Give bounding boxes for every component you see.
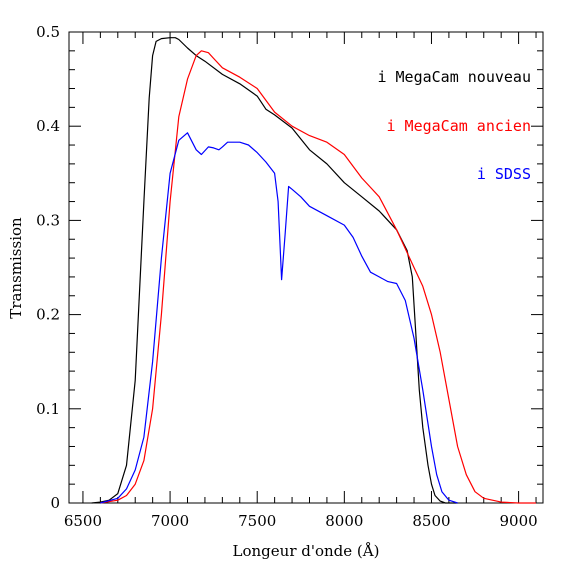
legend-entry-sdss: i SDSS [477, 165, 531, 183]
x-tick-label: 7000 [151, 512, 189, 530]
y-tick-label: 0 [50, 494, 60, 512]
series-line-megacam-ancien [100, 50, 536, 504]
x-tick-label: 9000 [500, 512, 538, 530]
series-line-sdss [100, 132, 458, 504]
legend-entry-megacam-ancien: i MegaCam ancien [387, 117, 532, 135]
y-tick-label: 0.3 [36, 211, 60, 229]
legend-entry-megacam-nouveau: i MegaCam nouveau [377, 68, 531, 86]
axis-ticks [69, 31, 543, 504]
series-line-megacam-nouveau [91, 37, 458, 504]
y-tick-label: 0.1 [36, 400, 60, 418]
y-axis-label: Transmission [7, 217, 25, 319]
series-lines [91, 37, 536, 504]
x-tick-label: 7500 [238, 512, 276, 530]
y-tick-label: 0.4 [36, 117, 60, 135]
y-tick-label: 0.2 [36, 306, 60, 324]
x-tick-label: 8500 [412, 512, 450, 530]
x-axis-label: Longeur d'onde (Å) [233, 542, 380, 560]
x-tick-label: 6500 [64, 512, 102, 530]
y-tick-label: 0.5 [36, 23, 60, 41]
tick-labels: 6500 7000 7500 8000 8500 9000 0 0.1 0.2 0.3 0.4 0.5 [36, 23, 538, 530]
legend: i MegaCam nouveau i MegaCam ancien i SDS… [377, 68, 531, 183]
plot-frame [68, 31, 544, 504]
x-tick-label: 8000 [325, 512, 363, 530]
